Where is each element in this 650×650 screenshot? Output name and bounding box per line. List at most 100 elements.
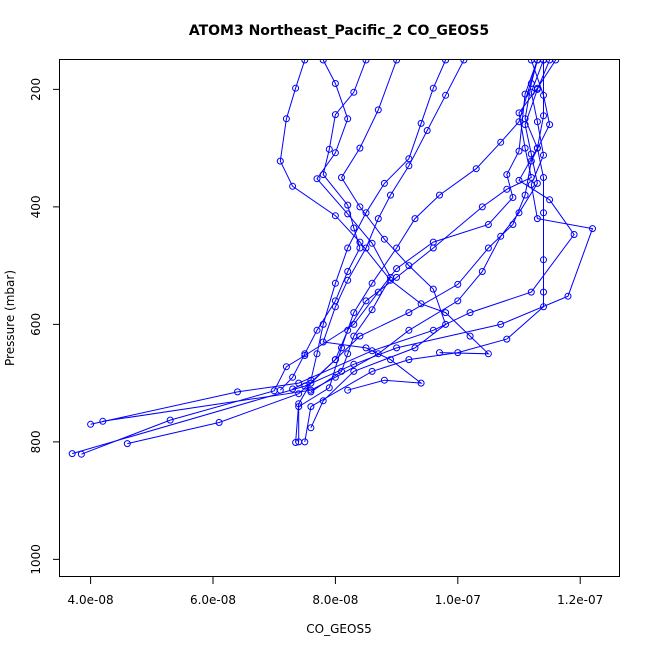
data-point [540, 174, 547, 181]
data-point [429, 285, 437, 293]
series-line [292, 60, 447, 390]
data-point [368, 239, 376, 247]
x-tick-label: 1.0e-07 [435, 593, 481, 607]
data-point [338, 174, 345, 181]
data-point [331, 80, 339, 87]
data-point [344, 326, 352, 334]
data-point [319, 171, 327, 179]
data-point [292, 439, 300, 446]
series-line [81, 60, 538, 455]
data-point [546, 60, 554, 64]
data-point [331, 279, 339, 287]
data-point [540, 112, 547, 120]
y-tick-label: 400 [29, 195, 43, 218]
data-point [289, 373, 297, 381]
data-point [564, 292, 572, 300]
data-point [276, 386, 284, 394]
data-point [472, 165, 480, 173]
data-point [484, 244, 492, 252]
data-point [478, 203, 486, 211]
data-point [515, 118, 523, 126]
data-point [460, 60, 468, 64]
data-point [442, 60, 450, 64]
data-point [387, 273, 394, 281]
data-point [289, 182, 297, 190]
series-line [310, 60, 392, 393]
data-point [527, 181, 535, 189]
data-point [405, 356, 413, 364]
y-tick-label: 1000 [29, 544, 43, 575]
data-point [503, 185, 511, 193]
data-point [503, 335, 511, 343]
data-point [540, 60, 547, 64]
chart-title: ATOM3 Northeast_Pacific_2 CO_GEOS5 [189, 23, 489, 39]
data-point [215, 419, 223, 426]
y-tick-label: 200 [29, 78, 43, 101]
data-point [417, 119, 425, 127]
series-line [298, 60, 538, 442]
data-point [442, 91, 450, 99]
series-line [279, 60, 367, 391]
data-point [350, 224, 358, 232]
data-point [374, 215, 382, 223]
data-point [319, 338, 327, 346]
x-axis: 4.0e-08 6.0e-08 8.0e-08 1.0e-07 1.2e-07 [68, 577, 603, 607]
data-point [350, 309, 358, 317]
data-point [307, 376, 315, 384]
data-point [325, 145, 333, 153]
data-point [295, 390, 303, 398]
data-point [295, 403, 303, 411]
data-point [484, 350, 492, 358]
data-point [344, 268, 352, 275]
data-point [380, 235, 388, 243]
data-point [497, 138, 505, 146]
data-point [429, 244, 437, 252]
data-point [405, 155, 413, 163]
data-point [497, 320, 505, 328]
series-line [310, 60, 447, 429]
data-point [374, 288, 382, 296]
data-point [362, 209, 370, 217]
data-point [338, 367, 345, 375]
data-point [509, 194, 517, 201]
data-point [374, 106, 382, 114]
data-point [533, 60, 541, 64]
data-point [387, 191, 394, 199]
data-point [454, 297, 462, 305]
data-point [350, 367, 358, 375]
data-point [527, 60, 535, 64]
data-point [589, 225, 596, 233]
profile-series [276, 60, 492, 358]
data-point [292, 84, 300, 92]
data-point [319, 60, 327, 64]
data-point [344, 386, 352, 394]
data-point [276, 157, 284, 165]
data-point [301, 60, 309, 64]
series-line [322, 60, 465, 391]
data-point [123, 440, 131, 448]
data-point [350, 360, 358, 368]
data-point [466, 309, 474, 317]
data-point [313, 350, 321, 358]
plot-frame [59, 59, 620, 577]
data-point [527, 157, 535, 165]
data-point [484, 221, 492, 228]
data-point [344, 244, 352, 252]
data-point [540, 209, 547, 217]
data-point [405, 162, 413, 170]
y-tick-label: 600 [29, 313, 43, 336]
data-point [552, 60, 560, 64]
data-point [411, 344, 419, 352]
series-line [304, 60, 544, 442]
data-point [331, 212, 339, 220]
data-point [362, 244, 370, 252]
data-point [344, 276, 352, 284]
data-point [423, 127, 431, 134]
data-point [540, 303, 547, 311]
data-point [307, 388, 315, 396]
data-point [307, 403, 315, 411]
data-point [380, 376, 388, 384]
series-line [90, 60, 575, 425]
data-point [87, 420, 95, 428]
